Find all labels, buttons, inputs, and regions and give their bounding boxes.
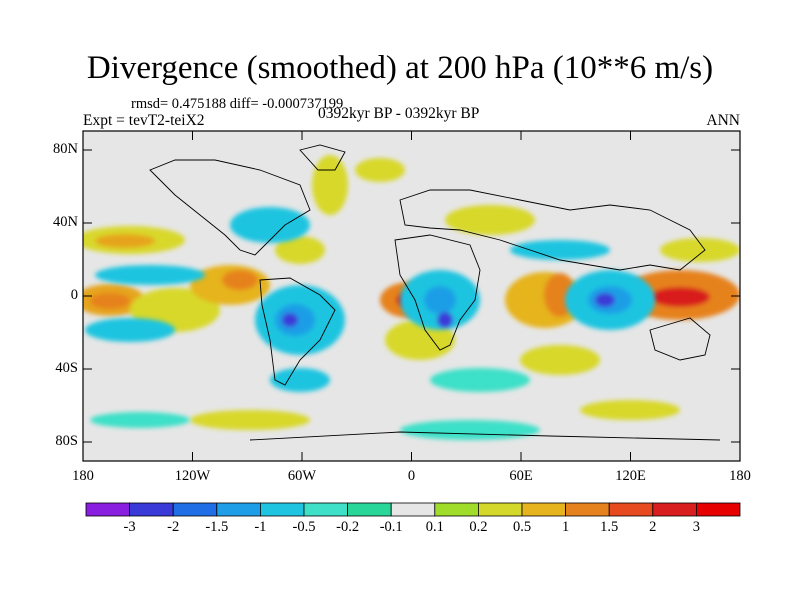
colorbar-swatch [172,502,218,517]
colorbar-label: 2 [649,519,657,535]
lon-tick-label: 180 [72,468,94,484]
lat-tick-label: 40S [55,360,78,376]
colorbar-label: -0.1 [379,519,403,535]
colorbar-label: 0.2 [469,519,488,535]
negative-divergence-regions [85,207,655,440]
colorbar-label: -1.5 [205,519,229,535]
colorbar-label: 0.5 [512,519,532,535]
lon-tick-label: 120E [615,468,646,484]
lat-tick-label: 80S [55,433,78,449]
colorbar-swatch [390,502,436,517]
colorbar-swatch [434,502,479,517]
experiment-label: Expt = tevT2-teiX2 [83,112,205,129]
colorbar-label: -0.2 [336,519,360,535]
colorbar [85,502,741,517]
lat-tick-label: 0 [70,287,78,303]
lat-tick-label: 40N [53,214,78,230]
lat-ticks [83,149,740,443]
colorbar-swatch [216,502,261,517]
lon-ticks [82,131,631,461]
colorbar-label: -3 [123,519,136,535]
colorbar-swatch [347,502,392,517]
colorbar-label: 3 [692,519,701,535]
colorbar-swatch [85,502,130,517]
lat-tick-label: 80N [53,141,78,157]
colorbar-label: 0.1 [425,519,444,535]
colorbar-swatch [696,502,741,517]
colorbar-swatch [565,502,610,517]
colorbar-swatch [477,502,523,517]
season-label: ANN [706,112,740,129]
colorbar-label: 1 [561,519,570,535]
colorbar-swatch [652,502,697,517]
colorbar-label: 1.5 [600,519,619,535]
lon-tick-label: 180 [729,468,751,484]
lon-tick-label: 60W [287,468,317,484]
rmsd-diff-label: rmsd= 0.475188 diff= -0.000737199 [131,96,344,112]
time-period-label: 0392kyr BP - 0392kyr BP [318,105,480,122]
colorbar-label: -1 [254,519,267,535]
colorbar-label: -0.5 [292,519,316,535]
lon-tick-label: 120W [174,468,211,484]
map-panel [82,130,741,462]
colorbar-swatch [303,502,348,517]
colorbar-swatch [129,502,174,517]
lon-tick-label: 60E [509,468,533,484]
coastlines [149,144,721,441]
lon-tick-label: 0 [407,468,416,484]
colorbar-swatch [521,502,566,517]
plot-title: Divergence (smoothed) at 200 hPa (10**6 … [86,50,714,86]
colorbar-swatch [608,502,654,517]
divergence-field [83,144,740,441]
colorbar-label: -2 [167,519,180,535]
colorbar-swatch [259,502,305,517]
